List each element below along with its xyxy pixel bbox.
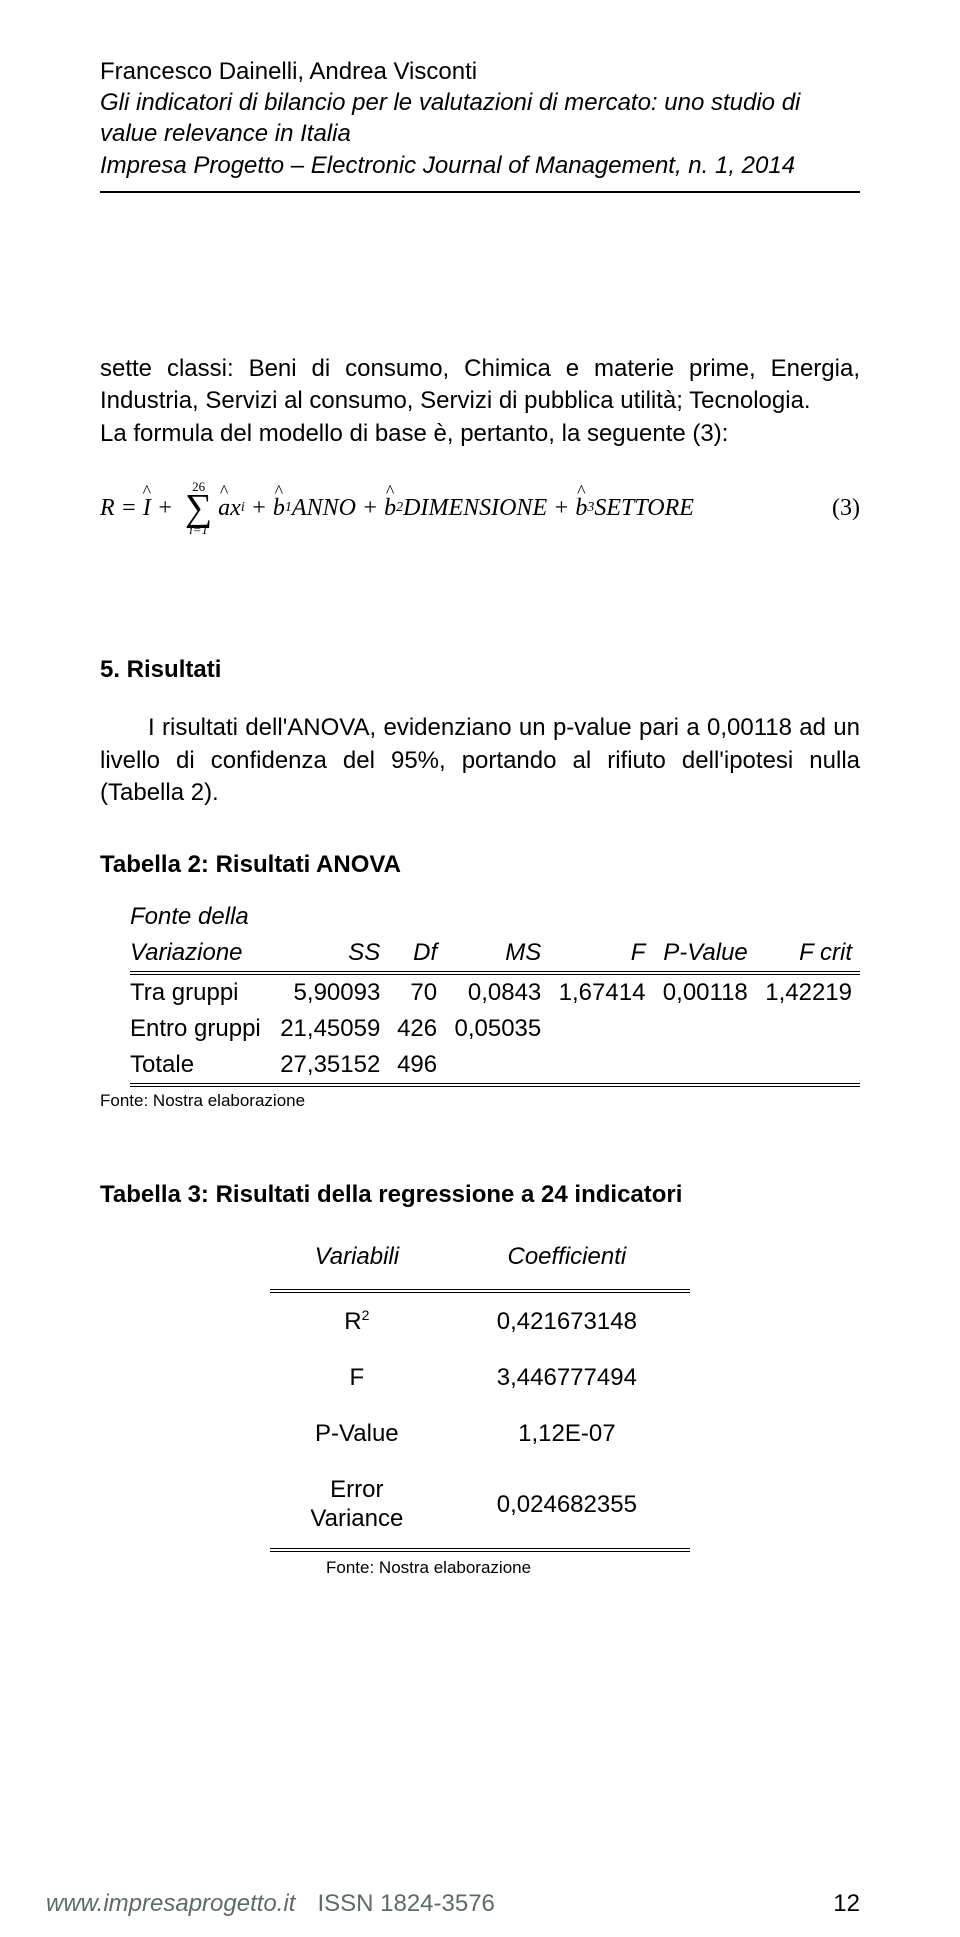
header-title-line1: Gli indicatori di bilancio per le valuta… (100, 87, 860, 118)
header-journal: Impresa Progetto – Electronic Journal of… (100, 150, 860, 181)
term-settore: SETTORE (594, 495, 694, 522)
table-row: P-Value 1,12E-07 (270, 1406, 690, 1462)
table-row: Tra gruppi 5,90093 70 0,0843 1,67414 0,0… (130, 973, 860, 1011)
footer-issn: ISSN 1824-3576 (317, 1890, 494, 1918)
section-5-heading: 5. Risultati (100, 656, 860, 684)
table-row: F 3,446777494 (270, 1350, 690, 1406)
table-2-col-ss: SS (271, 935, 389, 973)
table-3-col-coefficienti: Coefficienti (444, 1237, 690, 1291)
spacer (100, 193, 860, 353)
table-row: R2 0,421673148 (270, 1291, 690, 1350)
table-2-col-df: Df (388, 935, 445, 973)
table-2-source: Fonte: Nostra elaborazione (100, 1091, 860, 1111)
page: Francesco Dainelli, Andrea Visconti Gli … (0, 0, 960, 1937)
footer-site: www.impresaprogetto.it (46, 1890, 295, 1918)
sigma-icon: ∑ (185, 493, 212, 523)
table-2-caption: Tabella 2: Risultati ANOVA (100, 851, 860, 879)
table-2-col-pvalue: P-Value (653, 935, 755, 973)
running-header: Francesco Dainelli, Andrea Visconti Gli … (100, 56, 860, 193)
paragraph-formula-intro: La formula del modello di base è, pertan… (100, 418, 860, 450)
table-row: Entro gruppi 21,45059 426 0,05035 (130, 1011, 860, 1047)
table-row: ErrorVariance 0,024682355 (270, 1462, 690, 1550)
table-3-caption: Tabella 3: Risultati della regressione a… (100, 1181, 860, 1209)
equation-3: R = I + 26 ∑ i=1 axi + b1 ANNO + b2 DIME… (100, 480, 860, 536)
table-2: Fonte della Variazione SS Df MS F P-Valu… (100, 899, 860, 1087)
footer-page-number: 12 (833, 1890, 860, 1918)
equation-number: (3) (832, 495, 860, 522)
table-2-col-fcrit: F crit (756, 935, 860, 973)
table-2-col-f: F (549, 935, 653, 973)
table-row: Totale 27,35152 496 (130, 1047, 860, 1085)
header-authors: Francesco Dainelli, Andrea Visconti (100, 56, 860, 87)
table-3-source: Fonte: Nostra elaborazione (270, 1558, 690, 1578)
sum-lower: i=1 (189, 523, 208, 536)
paragraph-classes: sette classi: Beni di consumo, Chimica e… (100, 353, 860, 418)
table-3: Variabili Coefficienti R2 0,421673148 F … (270, 1237, 690, 1578)
table-2-col-ms: MS (445, 935, 549, 973)
header-title-line2: value relevance in Italia (100, 118, 860, 149)
table-2-header-fonte2: Variazione (130, 935, 271, 973)
term-anno: ANNO (292, 495, 356, 522)
section-5-paragraph: I risultati dell'ANOVA, evidenziano un p… (100, 712, 860, 809)
term-dimensione: DIMENSIONE (403, 495, 547, 522)
table-3-col-variabili: Variabili (270, 1237, 444, 1291)
page-footer: www.impresaprogetto.it ISSN 1824-3576 12 (0, 1881, 960, 1937)
table-2-header-fonte1: Fonte della (130, 899, 271, 935)
equation-body: R = I + 26 ∑ i=1 axi + b1 ANNO + b2 DIME… (100, 480, 694, 536)
